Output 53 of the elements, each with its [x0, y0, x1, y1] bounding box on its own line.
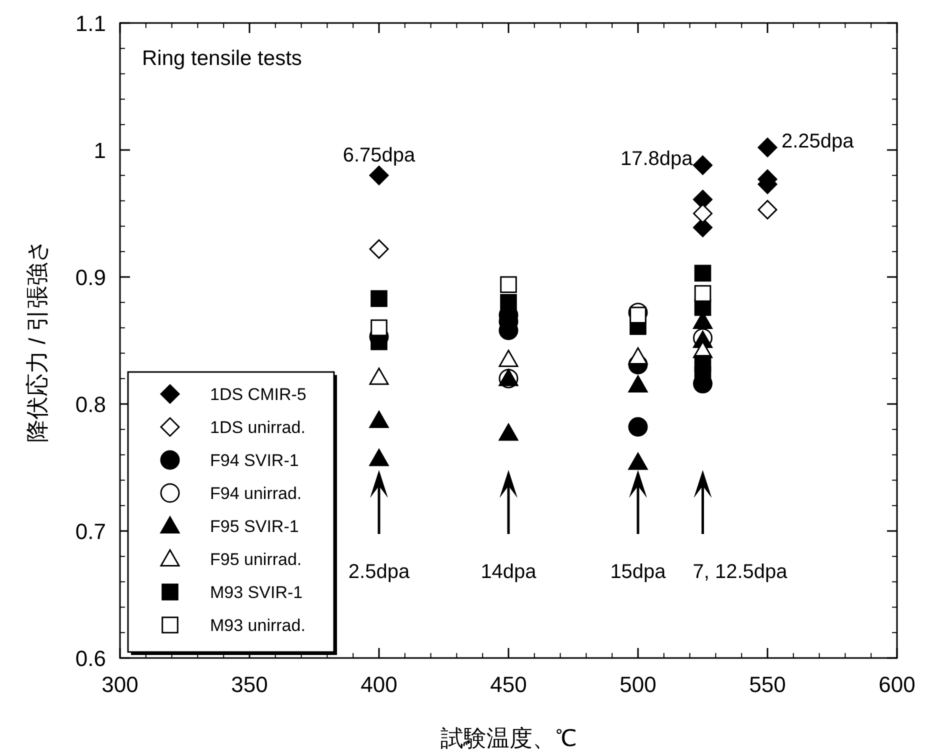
point — [628, 452, 648, 470]
point — [369, 239, 389, 259]
legend-label: 1DS CMIR-5 — [210, 385, 306, 404]
y-tick-label: 1 — [94, 138, 106, 163]
point — [500, 294, 517, 311]
point — [693, 204, 712, 224]
legend-label: F94 unirrad. — [210, 484, 302, 503]
annotation: 14dpa — [480, 561, 538, 583]
point — [369, 166, 389, 186]
x-tick-label: 450 — [490, 672, 527, 697]
y-tick-label: 0.8 — [75, 392, 106, 417]
x-tick-label: 500 — [620, 672, 656, 697]
point — [369, 448, 389, 466]
point — [758, 138, 778, 158]
point — [694, 264, 712, 282]
legend-label: M93 unirrad. — [210, 616, 306, 635]
legend-label: M93 SVIR-1 — [210, 583, 303, 602]
text: Ring tensile tests — [142, 47, 302, 70]
y-axis-title: 降伏応力 / 引張強さ — [24, 238, 50, 443]
annotation: 7, 12.5dpa — [692, 561, 788, 583]
point — [370, 290, 388, 307]
y-tick-label: 0.6 — [75, 646, 106, 671]
x-tick-label: 300 — [102, 672, 138, 697]
legend-label: 1DS unirrad. — [210, 418, 306, 437]
annotation: 2.5dpa — [348, 561, 410, 583]
annotation: 17.8dpa — [620, 148, 694, 170]
point — [758, 200, 778, 220]
x-tick-label: 350 — [231, 672, 268, 697]
point — [693, 155, 712, 175]
x-tick-label: 550 — [749, 672, 786, 697]
x-tick-label: 600 — [878, 672, 916, 697]
point — [628, 417, 648, 437]
annotation: 6.75dpa — [342, 144, 416, 166]
annotation: 15dpa — [610, 561, 667, 583]
y-tick-label: 0.9 — [75, 265, 106, 290]
legend-label: F95 unirrad. — [210, 550, 302, 569]
y-tick-label: 0.7 — [75, 519, 106, 544]
x-tick-label: 400 — [360, 672, 398, 697]
point — [694, 285, 712, 302]
point — [498, 423, 518, 441]
point — [370, 319, 388, 336]
point — [369, 410, 389, 428]
annotation: 2.25dpa — [782, 130, 855, 152]
point — [630, 306, 646, 324]
point — [500, 276, 517, 294]
legend-label: F95 SVIR-1 — [210, 517, 299, 536]
point — [369, 368, 389, 385]
point — [498, 350, 518, 368]
point — [628, 375, 648, 392]
x-axis-title: 試験温度、℃ — [440, 725, 576, 751]
legend-label: F94 SVIR-1 — [210, 451, 299, 470]
y-tick-label: 1.1 — [75, 11, 106, 36]
point — [628, 347, 648, 365]
